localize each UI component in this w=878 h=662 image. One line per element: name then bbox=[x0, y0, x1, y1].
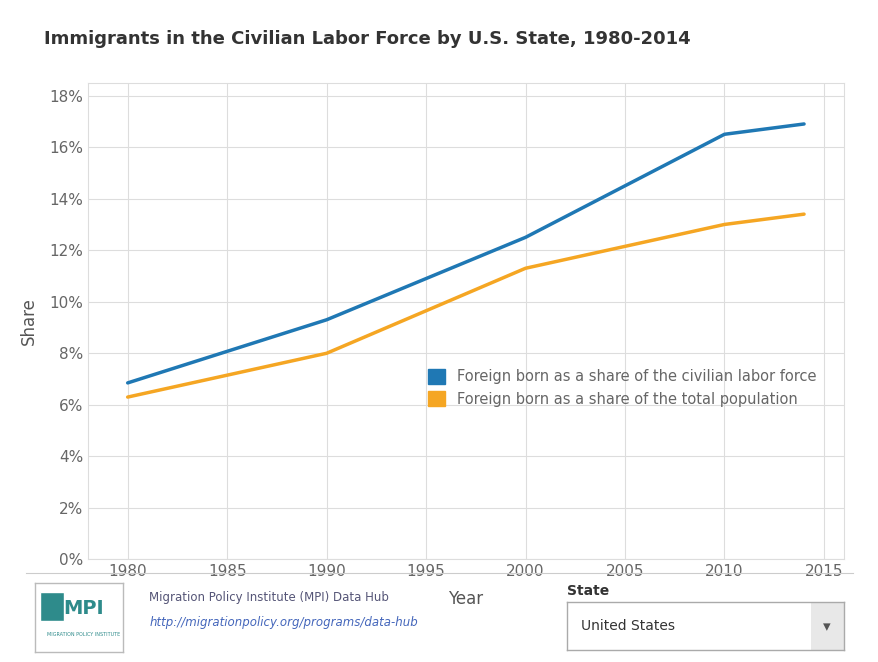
Y-axis label: Share: Share bbox=[20, 297, 38, 345]
X-axis label: Year: Year bbox=[448, 591, 483, 608]
Text: United States: United States bbox=[580, 619, 674, 634]
Text: MIGRATION POLICY INSTITUTE: MIGRATION POLICY INSTITUTE bbox=[47, 632, 120, 638]
Bar bbox=[40, 592, 64, 621]
Text: MPI: MPI bbox=[63, 600, 104, 618]
Text: ▾: ▾ bbox=[823, 619, 830, 634]
Bar bbox=[810, 602, 843, 650]
Text: http://migrationpolicy.org/programs/data-hub: http://migrationpolicy.org/programs/data… bbox=[149, 616, 418, 629]
Text: Immigrants in the Civilian Labor Force by U.S. State, 1980-2014: Immigrants in the Civilian Labor Force b… bbox=[44, 30, 690, 48]
Text: Migration Policy Institute (MPI) Data Hub: Migration Policy Institute (MPI) Data Hu… bbox=[149, 591, 389, 604]
Text: State: State bbox=[566, 584, 608, 598]
Legend: Foreign born as a share of the civilian labor force, Foreign born as a share of : Foreign born as a share of the civilian … bbox=[428, 369, 816, 407]
Bar bbox=[40, 592, 64, 621]
